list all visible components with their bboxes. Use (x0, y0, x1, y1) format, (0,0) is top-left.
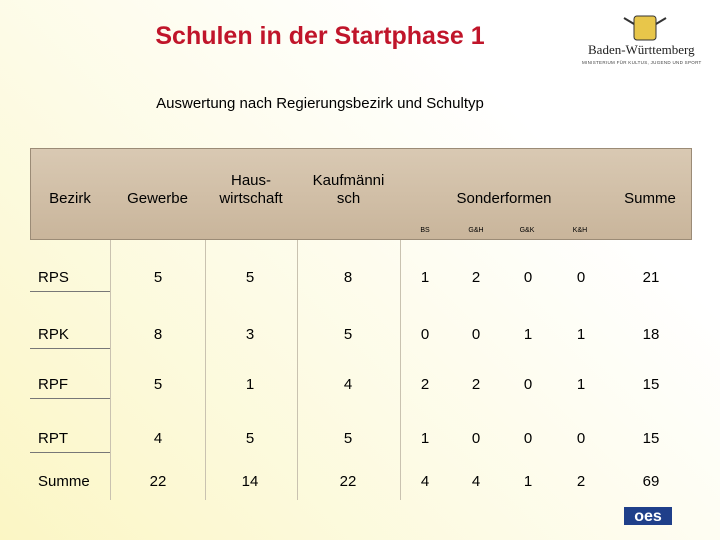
column-separator (400, 240, 401, 500)
cell: 0 (471, 326, 481, 343)
cell: 4 (420, 473, 430, 490)
footer-logo: oes (624, 507, 672, 525)
sub-header: G&K (519, 227, 535, 234)
sub-header: K&H (572, 227, 588, 234)
row-label: RPK (38, 326, 69, 343)
sub-header: BS (420, 227, 430, 234)
cell: 2 (576, 473, 586, 490)
row-rule (30, 291, 110, 292)
column-header: Bezirk (49, 190, 91, 207)
cell: 0 (420, 326, 430, 343)
row-label: RPS (38, 269, 69, 286)
column-header: Sonderformen (456, 190, 552, 207)
cell: 5 (343, 430, 353, 447)
cell: 2 (420, 376, 430, 393)
column-separator (297, 240, 298, 500)
cell: 2 (471, 269, 481, 286)
cell: 0 (523, 376, 533, 393)
cell: 1 (576, 376, 586, 393)
column-header: Haus- wirtschaft (219, 172, 283, 207)
column-separator (205, 240, 206, 500)
cell: 1 (523, 473, 533, 490)
table-header (30, 148, 692, 240)
cell: 14 (241, 473, 259, 490)
title: Schulen in der Startphase 1 (155, 22, 485, 50)
logo-ministry: MINISTERIUM FÜR KULTUS, JUGEND UND SPORT (582, 60, 702, 65)
coat-of-arms (623, 15, 667, 41)
cell: 1 (245, 376, 255, 393)
cell: 18 (642, 326, 660, 343)
cell: 1 (420, 430, 430, 447)
cell: 5 (245, 269, 255, 286)
cell: 0 (576, 269, 586, 286)
row-label: Summe (38, 473, 90, 490)
cell: 0 (523, 430, 533, 447)
cell: 0 (576, 430, 586, 447)
sub-header: G&H (468, 227, 484, 234)
cell: 8 (153, 326, 163, 343)
cell: 3 (245, 326, 255, 343)
row-label: RPF (38, 376, 68, 393)
cell: 5 (153, 269, 163, 286)
column-header: Gewerbe (127, 190, 188, 207)
cell: 8 (343, 269, 353, 286)
subtitle: Auswertung nach Regierungsbezirk und Sch… (156, 95, 484, 112)
cell: 15 (642, 430, 660, 447)
cell: 5 (153, 376, 163, 393)
row-rule (30, 452, 110, 453)
cell: 22 (149, 473, 167, 490)
cell: 4 (153, 430, 163, 447)
cell: 1 (523, 326, 533, 343)
cell: 5 (245, 430, 255, 447)
cell: 4 (343, 376, 353, 393)
cell: 15 (642, 376, 660, 393)
row-rule (30, 348, 110, 349)
cell: 21 (642, 269, 660, 286)
footer-logo-text: oes (634, 508, 662, 525)
cell: 4 (471, 473, 481, 490)
cell: 69 (642, 473, 660, 490)
column-header: Summe (624, 190, 676, 207)
column-header: Kaufmänni sch (312, 172, 385, 207)
cell: 0 (523, 269, 533, 286)
cell: 1 (420, 269, 430, 286)
cell: 2 (471, 376, 481, 393)
cell: 1 (576, 326, 586, 343)
cell: 0 (471, 430, 481, 447)
column-separator (110, 240, 111, 500)
cell: 22 (339, 473, 357, 490)
row-rule (30, 398, 110, 399)
cell: 5 (343, 326, 353, 343)
row-label: RPT (38, 430, 68, 447)
logo-name: Baden-Württemberg (588, 42, 695, 57)
